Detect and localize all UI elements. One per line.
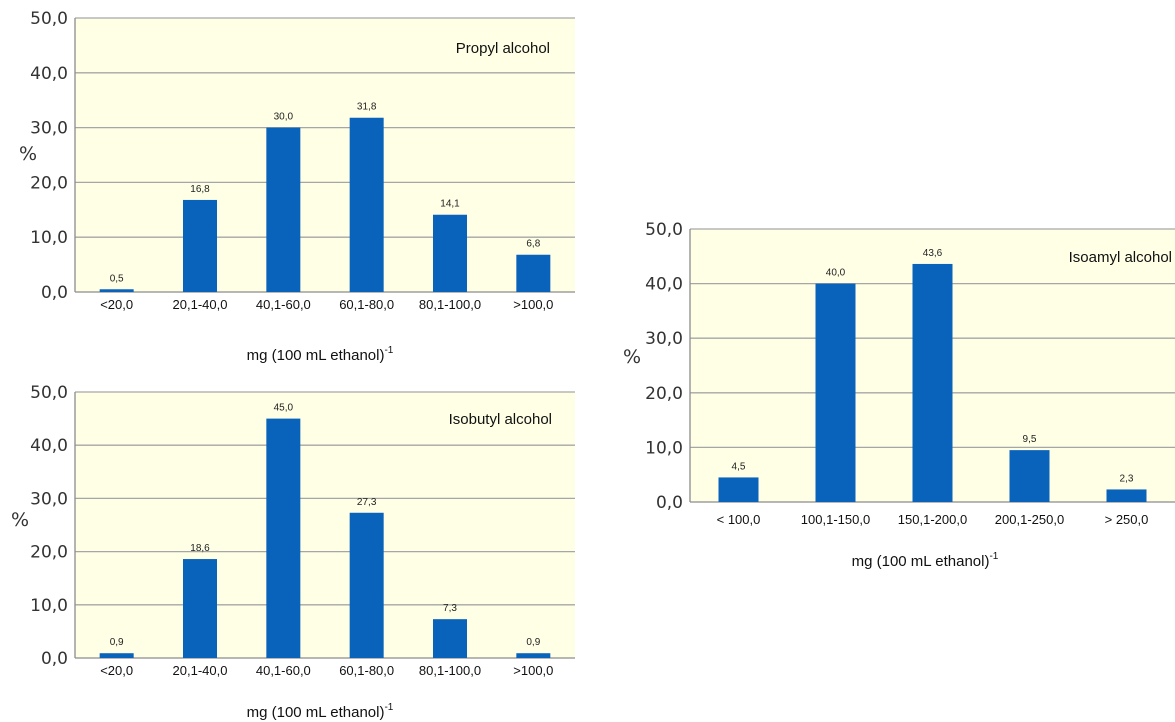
x-tick-label: 150,1-200,0 [898, 512, 967, 527]
data-label: 2,3 [1120, 473, 1134, 484]
y-tick-label: 10,0 [645, 438, 683, 458]
data-label: 6,8 [526, 239, 540, 250]
bar [1106, 489, 1147, 502]
y-axis-label: % [623, 346, 641, 368]
x-tick-label: 40,1-60,0 [256, 663, 311, 678]
y-tick-label: 0,0 [41, 649, 68, 669]
bar [99, 289, 134, 292]
y-tick-label: 50,0 [30, 9, 68, 29]
data-label: 14,1 [440, 199, 460, 210]
x-tick-label: >100,0 [513, 297, 553, 312]
x-tick-label: > 250,0 [1105, 512, 1149, 527]
y-tick-label: 30,0 [30, 119, 68, 139]
y-tick-label: 20,0 [30, 173, 68, 193]
x-tick-label: 20,1-40,0 [173, 297, 228, 312]
data-label: 9,5 [1023, 434, 1037, 445]
y-tick-label: 0,0 [41, 283, 68, 303]
x-tick-label: 80,1-100,0 [419, 663, 481, 678]
bar [516, 653, 551, 658]
x-axis-label: mg (100 mL ethanol)-1 [852, 551, 999, 570]
y-tick-label: 40,0 [30, 64, 68, 84]
data-label: 31,8 [357, 102, 377, 113]
y-tick-label: 50,0 [30, 383, 68, 403]
bar [433, 214, 467, 292]
bar [349, 512, 384, 658]
chart-title: Propyl alcohol [456, 40, 550, 57]
data-label: 0,9 [526, 637, 540, 648]
bar [266, 127, 301, 292]
data-label: 7,3 [443, 603, 457, 614]
data-label: 0,5 [110, 273, 124, 284]
y-tick-label: 0,0 [656, 493, 683, 513]
y-tick-label: 20,0 [645, 384, 683, 404]
x-tick-label: 20,1-40,0 [173, 663, 228, 678]
y-tick-label: 30,0 [645, 329, 683, 349]
x-axis-label: mg (100 mL ethanol)-1 [247, 345, 394, 364]
x-tick-label: 60,1-80,0 [339, 663, 394, 678]
y-tick-label: 40,0 [645, 275, 683, 295]
y-tick-label: 20,0 [30, 543, 68, 563]
y-tick-label: 50,0 [645, 220, 683, 240]
bar [266, 418, 301, 658]
plot-background [75, 18, 575, 292]
x-tick-label: < 100,0 [717, 512, 761, 527]
data-label: 27,3 [357, 497, 377, 508]
bar [433, 619, 467, 658]
bar [912, 263, 953, 502]
data-label: 43,6 [923, 248, 943, 259]
x-tick-label: <20,0 [100, 663, 133, 678]
chart-1: 0,0 10,0 20,0 30,0 40,0 50,0 0,5 <20,0 16,8 20,1-… [19, 9, 575, 364]
data-label: 0,9 [110, 637, 124, 648]
chart-3: 0,0 10,0 20,0 30,0 40,0 50,0 4,5 < 100,0 40,0 100… [623, 220, 1175, 570]
y-tick-label: 10,0 [30, 228, 68, 248]
chart-title: Isoamyl alcohol [1069, 249, 1172, 266]
bar [183, 559, 217, 658]
data-label: 4,5 [732, 461, 746, 472]
y-axis-label: % [11, 509, 29, 531]
plot-background [75, 392, 575, 658]
y-tick-label: 40,0 [30, 436, 68, 456]
bar [349, 117, 384, 293]
bar [718, 477, 759, 502]
x-tick-label: 80,1-100,0 [419, 297, 481, 312]
data-label: 30,0 [274, 112, 294, 123]
x-tick-label: 60,1-80,0 [339, 297, 394, 312]
data-label: 45,0 [274, 403, 294, 414]
y-tick-label: 30,0 [30, 489, 68, 509]
x-tick-label: <20,0 [100, 297, 133, 312]
bar [1009, 450, 1050, 502]
bar [815, 283, 856, 502]
bar [516, 254, 551, 292]
x-tick-label: 100,1-150,0 [801, 512, 870, 527]
x-axis-label: mg (100 mL ethanol)-1 [247, 702, 394, 721]
data-label: 16,8 [190, 184, 210, 195]
chart-2: 0,0 10,0 20,0 30,0 40,0 50,0 0,9 <20,0 18,6 20,1-… [11, 383, 575, 721]
data-label: 40,0 [826, 268, 846, 279]
y-axis-label: % [19, 143, 37, 165]
x-tick-label: 200,1-250,0 [995, 512, 1064, 527]
bar [99, 653, 134, 658]
x-tick-label: >100,0 [513, 663, 553, 678]
data-label: 18,6 [190, 543, 210, 554]
x-tick-label: 40,1-60,0 [256, 297, 311, 312]
y-tick-label: 10,0 [30, 596, 68, 616]
chart-title: Isobutyl alcohol [449, 411, 552, 428]
bar [183, 199, 217, 292]
